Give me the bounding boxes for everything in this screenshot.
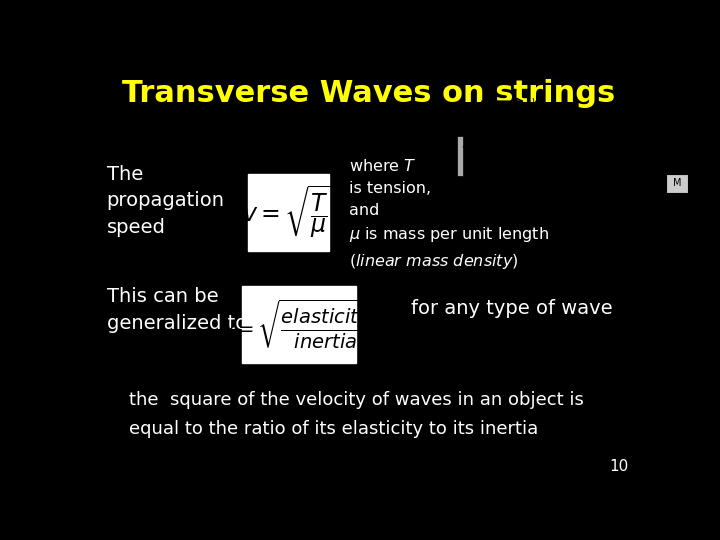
Text: $v = \sqrt{\dfrac{T}{\mu}}$: $v = \sqrt{\dfrac{T}{\mu}}$ [242,184,334,241]
Text: l: l [554,181,557,191]
Circle shape [656,149,664,158]
FancyBboxPatch shape [242,286,356,363]
Text: $v = \sqrt{\dfrac{\mathit{elasticity}}{\mathit{inertia}}}$: $v = \sqrt{\dfrac{\mathit{elasticity}}{\… [222,298,376,352]
Text: for any type of wave: for any type of wave [411,299,613,318]
Text: Transverse Waves on strings: Transverse Waves on strings [122,79,616,109]
Text: T: T [624,96,630,106]
Bar [457,136,463,176]
Text: The
propagation
speed: The propagation speed [107,165,225,237]
Text: the  square of the velocity of waves in an object is: the square of the velocity of waves in a… [129,391,584,409]
Text: where $T$
is tension,
and
$\mu$ is mass per unit length
($\mathit{linear\ mass\ : where $T$ is tension, and $\mu$ is mass … [349,158,549,271]
Text: Mg: Mg [671,213,683,222]
Text: 10: 10 [609,460,629,474]
Text: T: T [683,154,688,164]
FancyBboxPatch shape [248,174,328,251]
Bar [667,174,688,193]
Text: equal to the ratio of its elasticity to its inertia: equal to the ratio of its elasticity to … [129,420,539,438]
Text: M: M [673,178,682,188]
Text: v: v [531,96,537,106]
Text: This can be
generalized to: This can be generalized to [107,287,247,333]
